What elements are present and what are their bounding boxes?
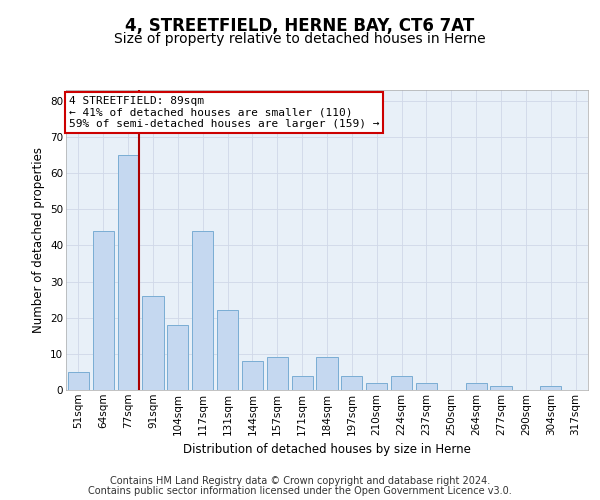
Text: Contains public sector information licensed under the Open Government Licence v3: Contains public sector information licen…	[88, 486, 512, 496]
X-axis label: Distribution of detached houses by size in Herne: Distribution of detached houses by size …	[183, 443, 471, 456]
Bar	[192, 231, 213, 390]
Bar	[267, 358, 288, 390]
Bar	[292, 376, 313, 390]
Bar	[391, 376, 412, 390]
Bar	[142, 296, 164, 390]
Bar	[416, 383, 437, 390]
Bar	[341, 376, 362, 390]
Bar	[316, 358, 338, 390]
Text: Size of property relative to detached houses in Herne: Size of property relative to detached ho…	[114, 32, 486, 46]
Bar	[366, 383, 387, 390]
Bar	[490, 386, 512, 390]
Bar	[167, 325, 188, 390]
Bar	[68, 372, 89, 390]
Text: 4 STREETFIELD: 89sqm
← 41% of detached houses are smaller (110)
59% of semi-deta: 4 STREETFIELD: 89sqm ← 41% of detached h…	[68, 96, 379, 129]
Bar	[93, 231, 114, 390]
Bar	[217, 310, 238, 390]
Bar	[118, 155, 139, 390]
Text: Contains HM Land Registry data © Crown copyright and database right 2024.: Contains HM Land Registry data © Crown c…	[110, 476, 490, 486]
Bar	[242, 361, 263, 390]
Y-axis label: Number of detached properties: Number of detached properties	[32, 147, 44, 333]
Bar	[466, 383, 487, 390]
Bar	[540, 386, 561, 390]
Text: 4, STREETFIELD, HERNE BAY, CT6 7AT: 4, STREETFIELD, HERNE BAY, CT6 7AT	[125, 18, 475, 36]
